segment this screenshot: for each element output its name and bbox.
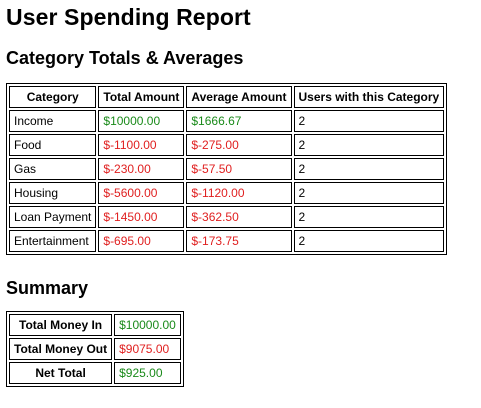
category-cell: Income <box>9 110 97 132</box>
total-amount-cell: $-1100.00 <box>98 134 185 156</box>
average-amount-cell: $1666.67 <box>186 110 292 132</box>
summary-row: Total Money In $10000.00 <box>9 314 181 336</box>
category-cell: Loan Payment <box>9 206 97 228</box>
summary-value: $10000.00 <box>114 314 181 336</box>
users-count-cell: 2 <box>293 134 445 156</box>
average-amount-cell: $-57.50 <box>186 158 292 180</box>
users-count-cell: 2 <box>293 158 445 180</box>
category-cell: Entertainment <box>9 230 97 252</box>
category-section-heading: Category Totals & Averages <box>6 48 244 68</box>
total-amount-cell: $10000.00 <box>98 110 185 132</box>
average-amount-cell: $-362.50 <box>186 206 292 228</box>
total-amount-cell: $-695.00 <box>98 230 185 252</box>
summary-section-heading: Summary <box>6 278 89 298</box>
table-row: Income $10000.00 $1666.67 2 <box>9 110 445 132</box>
total-amount-cell: $-1450.00 <box>98 206 185 228</box>
users-count-cell: 2 <box>293 182 445 204</box>
users-count-cell: 2 <box>293 230 445 252</box>
summary-value: $925.00 <box>114 362 181 384</box>
column-header-average-amount: Average Amount <box>186 86 292 108</box>
category-cell: Food <box>9 134 97 156</box>
table-row: Food $-1100.00 $-275.00 2 <box>9 134 445 156</box>
table-row: Housing $-5600.00 $-1120.00 2 <box>9 182 445 204</box>
users-count-cell: 2 <box>293 110 445 132</box>
category-totals-table: Category Total Amount Average Amount Use… <box>6 83 448 255</box>
category-cell: Gas <box>9 158 97 180</box>
column-header-category: Category <box>9 86 97 108</box>
column-header-users: Users with this Category <box>293 86 445 108</box>
average-amount-cell: $-1120.00 <box>186 182 292 204</box>
summary-row: Total Money Out $9075.00 <box>9 338 181 360</box>
total-amount-cell: $-230.00 <box>98 158 185 180</box>
category-table-body: Income $10000.00 $1666.67 2 Food $-1100.00 $-2… <box>9 110 445 252</box>
page-title: User Spending Report <box>6 4 251 30</box>
summary-table: Total Money In $10000.00 Total Money Out $9… <box>6 311 184 387</box>
column-header-total-amount: Total Amount <box>98 86 185 108</box>
table-row: Entertainment $-695.00 $-173.75 2 <box>9 230 445 252</box>
summary-label: Net Total <box>9 362 113 384</box>
summary-label: Total Money In <box>9 314 113 336</box>
summary-label: Total Money Out <box>9 338 113 360</box>
summary-table-body: Total Money In $10000.00 Total Money Out $9… <box>9 314 181 384</box>
table-header-row: Category Total Amount Average Amount Use… <box>9 86 445 108</box>
average-amount-cell: $-173.75 <box>186 230 292 252</box>
category-cell: Housing <box>9 182 97 204</box>
table-row: Gas $-230.00 $-57.50 2 <box>9 158 445 180</box>
average-amount-cell: $-275.00 <box>186 134 292 156</box>
summary-row: Net Total $925.00 <box>9 362 181 384</box>
summary-value: $9075.00 <box>114 338 181 360</box>
total-amount-cell: $-5600.00 <box>98 182 185 204</box>
table-row: Loan Payment $-1450.00 $-362.50 2 <box>9 206 445 228</box>
users-count-cell: 2 <box>293 206 445 228</box>
report-page: User Spending Report Category Totals & A… <box>6 4 448 387</box>
